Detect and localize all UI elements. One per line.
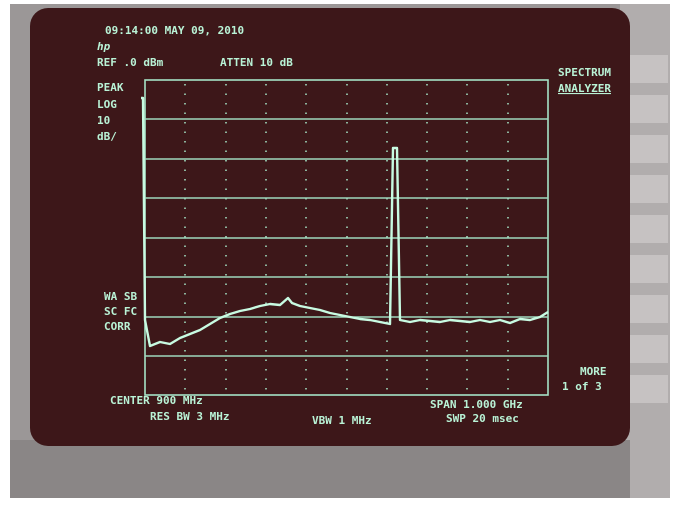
mode-label: SPECTRUM	[558, 66, 611, 79]
button-column	[630, 55, 668, 403]
menu-label: 1 of 3	[562, 380, 602, 393]
bottom-bezel	[10, 440, 630, 498]
status-label: WA SB	[104, 290, 137, 303]
attenuation: ATTEN 10 dB	[220, 56, 293, 69]
logo: hp	[97, 40, 111, 53]
reference: REF .0 dBm	[97, 56, 164, 69]
status-label: CORR	[104, 320, 131, 333]
center-frequency: CENTER 900 MHz	[110, 394, 203, 407]
mode-label: ANALYZER	[558, 82, 611, 95]
left-label: 10	[97, 114, 110, 127]
sweep-time: SWP 20 msec	[446, 412, 519, 425]
left-label: PEAK	[97, 81, 124, 94]
span: SPAN 1.000 GHz	[430, 398, 523, 411]
timestamp: 09:14:00 MAY 09, 2010	[105, 24, 244, 37]
left-label: dB/	[97, 130, 117, 143]
screen	[30, 8, 630, 446]
status-label: SC FC	[104, 305, 137, 318]
resolution-bandwidth: RES BW 3 MHz	[150, 410, 229, 423]
video-bandwidth: VBW 1 MHz	[312, 414, 372, 427]
left-label: LOG	[97, 98, 117, 111]
trace	[141, 96, 549, 348]
menu-label: MORE	[580, 365, 607, 378]
